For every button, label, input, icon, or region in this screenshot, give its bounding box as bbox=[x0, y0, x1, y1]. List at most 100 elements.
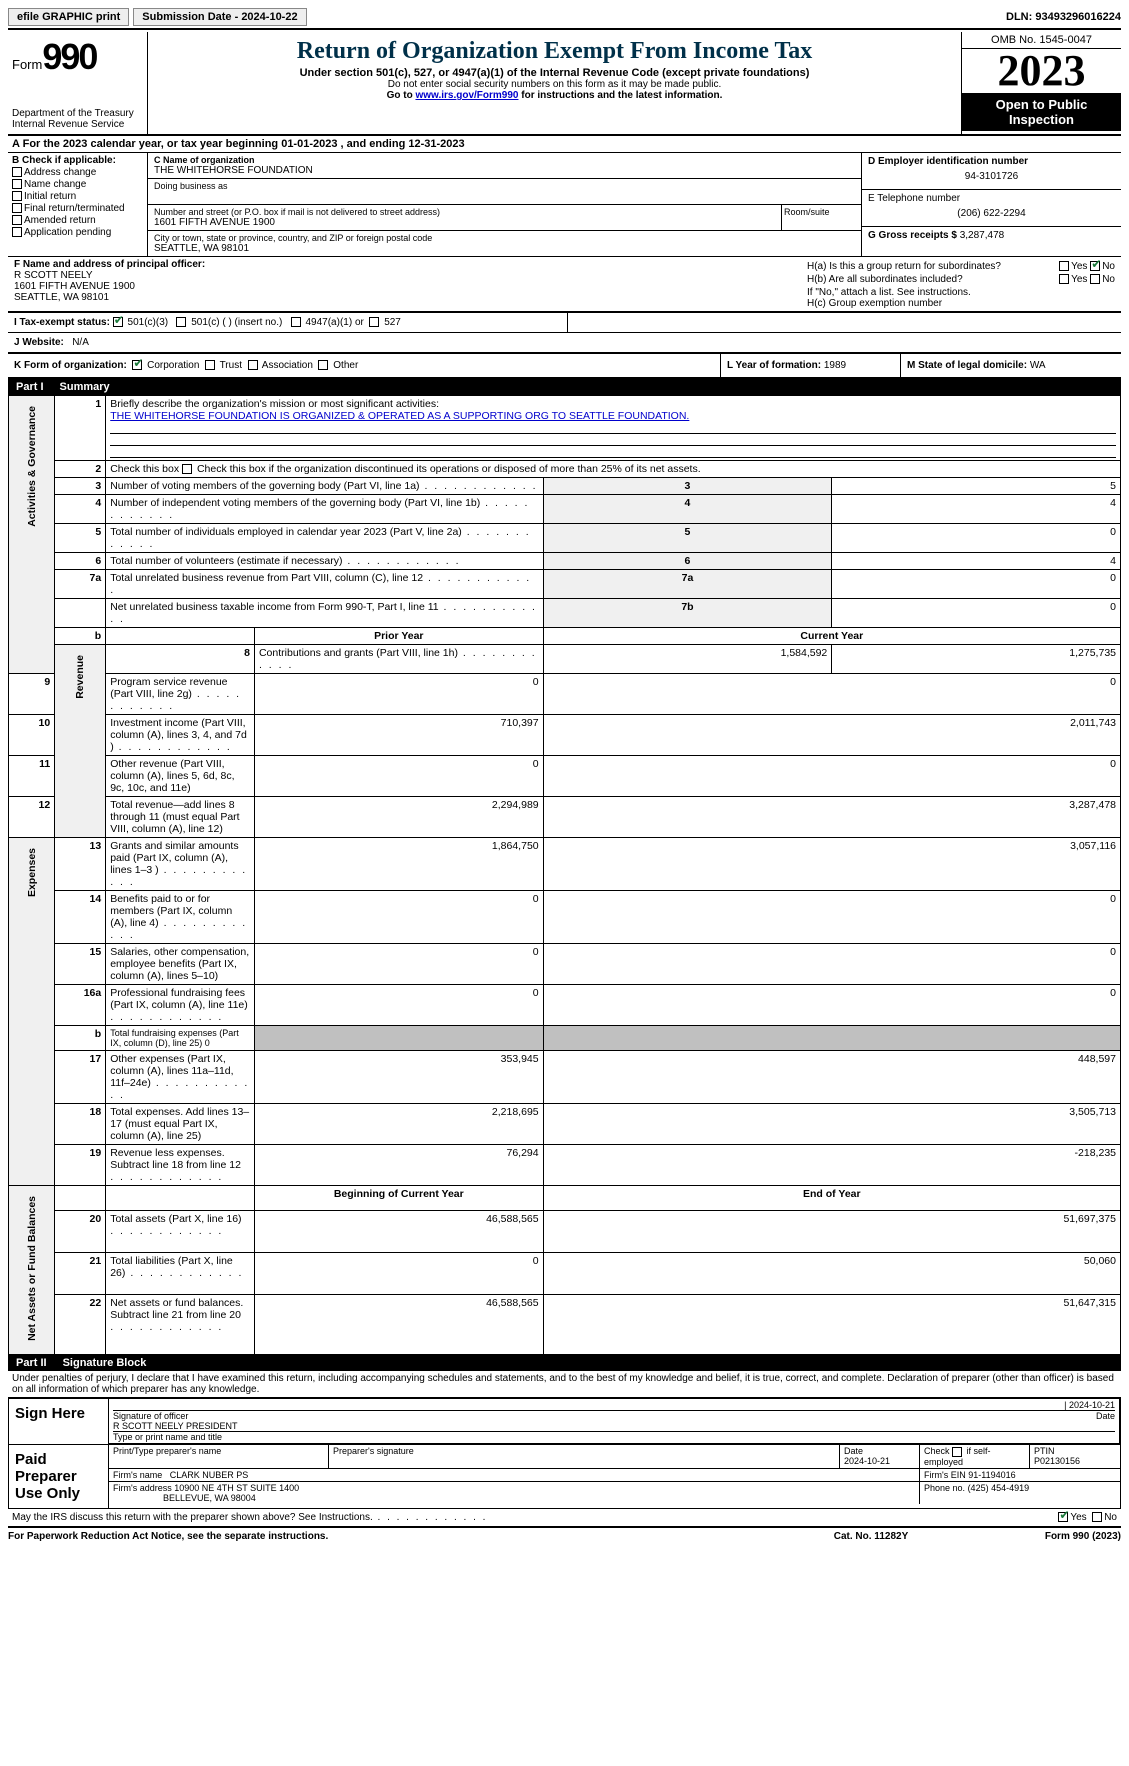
checkbox-hb-no[interactable] bbox=[1090, 274, 1100, 284]
checkbox-discontinued[interactable] bbox=[182, 464, 192, 474]
phone-label: E Telephone number bbox=[868, 193, 960, 204]
discuss-question: May the IRS discuss this return with the… bbox=[12, 1512, 1058, 1523]
checkbox-501c3[interactable] bbox=[113, 317, 123, 327]
officer-name: R SCOTT NEELY bbox=[14, 270, 93, 281]
dln-value: 93493296016224 bbox=[1035, 11, 1121, 23]
yes-label: Yes bbox=[1071, 261, 1087, 272]
city-state-zip: SEATTLE, WA 98101 bbox=[154, 243, 855, 254]
footer-left: For Paperwork Reduction Act Notice, see … bbox=[8, 1531, 771, 1542]
dln: DLN: 93493296016224 bbox=[1006, 11, 1121, 23]
checkbox-address-change[interactable] bbox=[12, 167, 22, 177]
opt-527: 527 bbox=[384, 317, 401, 328]
row-17: Other expenses (Part IX, column (A), lin… bbox=[106, 1051, 255, 1104]
checkbox-ha-no[interactable] bbox=[1090, 261, 1100, 271]
row-11: Other revenue (Part VIII, column (A), li… bbox=[106, 756, 255, 797]
hb-note: If "No," attach a list. See instructions… bbox=[807, 287, 1115, 298]
row-5: Total number of individuals employed in … bbox=[106, 524, 543, 553]
prep-date: 2024-10-21 bbox=[844, 1456, 890, 1466]
firm-ein: 91-1194016 bbox=[968, 1470, 1015, 1480]
checkbox-other[interactable] bbox=[318, 360, 328, 370]
checkbox-app-pending[interactable] bbox=[12, 227, 22, 237]
cb-label-3: Final return/terminated bbox=[24, 203, 125, 214]
cb-label-0: Address change bbox=[24, 167, 96, 178]
page-footer: For Paperwork Reduction Act Notice, see … bbox=[8, 1528, 1121, 1542]
street-address: 1601 FIFTH AVENUE 1900 bbox=[154, 217, 775, 228]
section-fh: F Name and address of principal officer:… bbox=[8, 257, 1121, 312]
prep-sig-label: Preparer's signature bbox=[329, 1445, 840, 1469]
side-revenue: Revenue bbox=[55, 645, 106, 838]
row-20: Total assets (Part X, line 16) bbox=[106, 1210, 255, 1252]
ptin-value: P02130156 bbox=[1034, 1456, 1080, 1466]
dln-label: DLN: bbox=[1006, 11, 1032, 23]
submission-button[interactable]: Submission Date - 2024-10-22 bbox=[133, 8, 306, 26]
cb-label-1: Name change bbox=[24, 179, 86, 190]
row-7b: Net unrelated business taxable income fr… bbox=[106, 599, 543, 628]
opt-corp: Corporation bbox=[147, 360, 199, 371]
part1-title: Summary bbox=[60, 381, 110, 393]
prep-name-label: Print/Type preparer's name bbox=[109, 1445, 329, 1469]
side-expenses: Expenses bbox=[9, 838, 55, 1186]
checkbox-corp[interactable] bbox=[132, 360, 142, 370]
opt-other: Other bbox=[333, 360, 358, 371]
ssn-note: Do not enter social security numbers on … bbox=[156, 79, 953, 90]
prep-date-label: Date bbox=[844, 1446, 863, 1456]
year-formed-label: L Year of formation: bbox=[727, 360, 821, 371]
box-b: B Check if applicable: Address change Na… bbox=[8, 153, 148, 256]
irs-link[interactable]: www.irs.gov/Form990 bbox=[415, 90, 518, 101]
checkbox-self-employed[interactable] bbox=[952, 1447, 962, 1457]
officer-addr1: 1601 FIFTH AVENUE 1900 bbox=[14, 281, 135, 292]
ha-question: H(a) Is this a group return for subordin… bbox=[807, 261, 1059, 272]
gross-label: G Gross receipts $ bbox=[868, 230, 957, 241]
checkbox-name-change[interactable] bbox=[12, 179, 22, 189]
row-22: Net assets or fund balances. Subtract li… bbox=[106, 1295, 255, 1355]
cb-label-4: Amended return bbox=[24, 215, 96, 226]
col-prior: Prior Year bbox=[254, 628, 543, 645]
part1-header: Part I Summary bbox=[8, 379, 1121, 395]
ptin-label: PTIN bbox=[1034, 1446, 1055, 1456]
website-value: N/A bbox=[72, 337, 89, 348]
col-begin: Beginning of Current Year bbox=[254, 1186, 543, 1211]
checkbox-501c[interactable] bbox=[176, 317, 186, 327]
row-16b: Total fundraising expenses (Part IX, col… bbox=[106, 1026, 255, 1051]
room-label: Room/suite bbox=[781, 205, 861, 230]
part1-num: Part I bbox=[16, 381, 60, 393]
box-f: F Name and address of principal officer:… bbox=[8, 257, 801, 311]
checkbox-initial-return[interactable] bbox=[12, 191, 22, 201]
form-title: Return of Organization Exempt From Incom… bbox=[156, 38, 953, 65]
checkbox-hb-yes[interactable] bbox=[1059, 274, 1069, 284]
checkbox-assoc[interactable] bbox=[248, 360, 258, 370]
sign-date-top: 2024-10-21 bbox=[1069, 1400, 1115, 1410]
box-c: C Name of organization THE WHITEHORSE FO… bbox=[148, 153, 861, 256]
tax-year: 2023 bbox=[962, 49, 1121, 93]
side-activities: Activities & Governance bbox=[9, 396, 55, 674]
row-14: Benefits paid to or for members (Part IX… bbox=[106, 891, 255, 944]
col-end: End of Year bbox=[543, 1186, 1120, 1211]
header-center: Return of Organization Exempt From Incom… bbox=[148, 32, 961, 134]
checkbox-final-return[interactable] bbox=[12, 203, 22, 213]
phone-value: (206) 622-2294 bbox=[868, 204, 1115, 223]
row-6: Total number of volunteers (estimate if … bbox=[106, 553, 543, 570]
discuss-no: No bbox=[1104, 1512, 1117, 1523]
sign-here-label: Sign Here bbox=[9, 1399, 109, 1444]
checkbox-amended[interactable] bbox=[12, 215, 22, 225]
row-8: Contributions and grants (Part VIII, lin… bbox=[254, 645, 543, 674]
checkbox-527[interactable] bbox=[369, 317, 379, 327]
line-a: A For the 2023 calendar year, or tax yea… bbox=[8, 136, 1121, 153]
paid-preparer-label: Paid Preparer Use Only bbox=[9, 1445, 109, 1508]
no-label: No bbox=[1102, 261, 1115, 272]
checkbox-trust[interactable] bbox=[205, 360, 215, 370]
col-current: Current Year bbox=[543, 628, 1120, 645]
row-9: Program service revenue (Part VIII, line… bbox=[106, 674, 255, 715]
firm-ein-label: Firm's EIN bbox=[924, 1470, 966, 1480]
opt-501c: 501(c) ( ) (insert no.) bbox=[191, 317, 282, 328]
box-h: H(a) Is this a group return for subordin… bbox=[801, 257, 1121, 311]
checkbox-discuss-no[interactable] bbox=[1092, 1512, 1102, 1522]
footer-right: Form 990 (2023) bbox=[971, 1531, 1121, 1542]
checkbox-discuss-yes[interactable] bbox=[1058, 1512, 1068, 1522]
checkbox-ha-yes[interactable] bbox=[1059, 261, 1069, 271]
form-number: 990 bbox=[42, 36, 96, 77]
efile-button[interactable]: efile GRAPHIC print bbox=[8, 8, 129, 26]
firm-phone: (425) 454-4919 bbox=[968, 1483, 1030, 1493]
calendar-year-text: For the 2023 calendar year, or tax year … bbox=[23, 138, 465, 150]
checkbox-4947[interactable] bbox=[291, 317, 301, 327]
